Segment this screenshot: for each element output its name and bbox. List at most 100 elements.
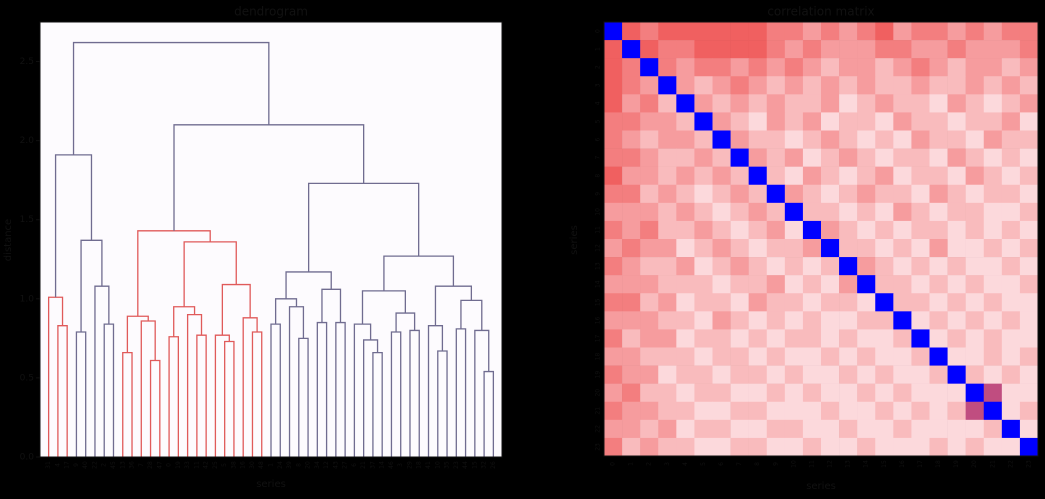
cell	[802, 275, 822, 294]
link	[395, 312, 416, 333]
leaf-label: 39	[286, 461, 293, 469]
cell	[766, 202, 786, 222]
cell	[640, 166, 659, 186]
cell	[730, 239, 749, 258]
cell	[604, 419, 623, 439]
cell	[784, 383, 804, 403]
y-tick-label: 0.5	[20, 373, 34, 383]
cell	[821, 130, 840, 149]
cell	[983, 58, 1003, 77]
cell	[784, 257, 804, 276]
cell	[947, 94, 966, 113]
cell	[983, 202, 1003, 222]
cell	[1019, 383, 1039, 403]
cell	[676, 311, 695, 330]
cell	[875, 184, 894, 204]
cell	[965, 148, 985, 167]
cell	[712, 40, 731, 59]
cell	[802, 166, 822, 186]
cell	[929, 239, 948, 258]
cell	[929, 130, 948, 149]
cell	[965, 76, 985, 95]
cell	[857, 40, 876, 59]
cell	[821, 419, 840, 439]
cell	[821, 184, 840, 204]
cell	[911, 329, 930, 348]
cell	[640, 76, 659, 95]
cell	[658, 58, 677, 77]
cell	[857, 311, 876, 330]
leaf-label: 43	[332, 461, 339, 469]
cell	[694, 383, 713, 403]
cell	[604, 437, 623, 457]
cell	[712, 220, 731, 240]
link	[168, 336, 179, 457]
cell	[821, 166, 840, 186]
cell	[965, 293, 985, 312]
cell	[875, 401, 894, 421]
cell	[875, 293, 894, 312]
cell	[983, 40, 1003, 59]
cell	[857, 220, 876, 240]
cell	[604, 365, 623, 384]
cell	[965, 94, 985, 113]
cell	[875, 437, 894, 457]
cell	[640, 112, 659, 131]
y-tick-label: 9	[595, 192, 602, 196]
cell	[784, 329, 804, 348]
cell	[947, 76, 966, 95]
cell	[875, 166, 894, 186]
x-tick-label: 1	[628, 462, 635, 466]
cell	[857, 401, 876, 421]
cell	[730, 202, 749, 222]
cell	[604, 275, 623, 294]
cell	[929, 329, 948, 348]
cell	[857, 166, 876, 186]
cell	[839, 347, 858, 366]
cell	[748, 419, 768, 439]
y-tick-label: 4	[595, 101, 602, 105]
y-tick-label: 20	[595, 389, 602, 397]
cell	[875, 347, 894, 366]
cell	[622, 311, 641, 330]
x-tick-label: 10	[790, 460, 797, 468]
cell	[748, 311, 768, 330]
cell	[857, 22, 876, 41]
cell	[712, 148, 731, 167]
cell	[802, 22, 822, 41]
cell	[622, 257, 641, 276]
y-tick-label: 2.5	[20, 57, 34, 67]
cell	[965, 184, 985, 204]
cell	[929, 419, 948, 439]
cell	[604, 383, 623, 403]
cell	[1001, 383, 1021, 403]
cell	[604, 220, 623, 240]
cell	[622, 220, 641, 240]
cell	[766, 437, 786, 457]
cell	[1019, 293, 1039, 312]
cell	[1019, 22, 1039, 41]
cell	[802, 329, 822, 348]
cell	[622, 202, 641, 222]
cell	[875, 329, 894, 348]
leaf-label: 33	[184, 461, 191, 469]
cell	[875, 112, 894, 131]
leaf-label: 17	[64, 461, 71, 469]
cell	[893, 22, 912, 41]
cell	[893, 257, 912, 276]
cell	[712, 22, 731, 41]
y-tick-label: 2.0	[20, 136, 35, 146]
cell	[730, 329, 749, 348]
cell	[658, 347, 677, 366]
cell	[622, 347, 641, 366]
cell	[640, 94, 659, 113]
leaf-label: 4	[54, 463, 61, 467]
cell	[911, 130, 930, 149]
leaf-label: 2	[101, 463, 108, 467]
y-tick-label: 16	[595, 316, 602, 324]
cell	[1019, 40, 1039, 59]
cell	[983, 257, 1003, 276]
cell	[766, 94, 786, 113]
x-tick-label: 5	[700, 462, 707, 466]
cell	[802, 365, 822, 384]
